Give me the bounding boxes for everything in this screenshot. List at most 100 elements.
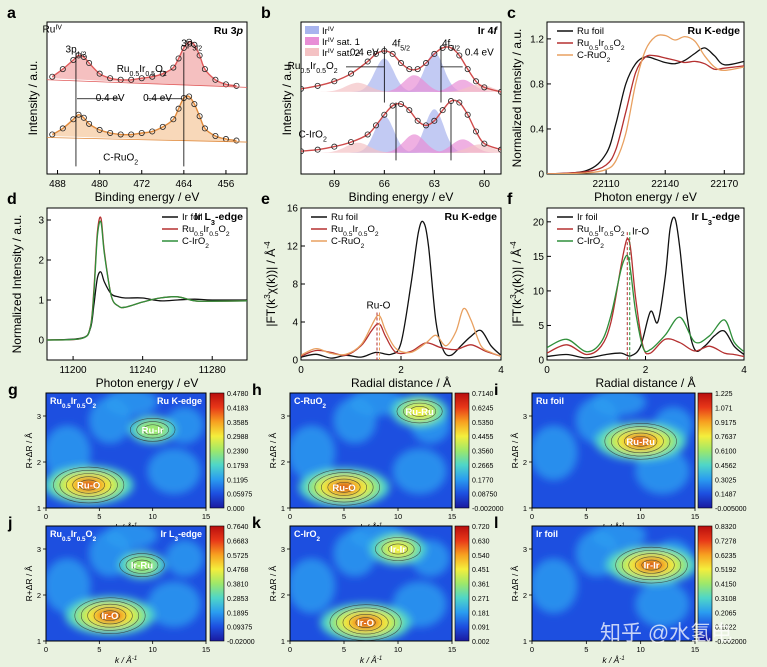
x-axis-label-f: Radial distance / Å <box>595 375 695 390</box>
colorbar-label-l-2: 0.6235 <box>715 553 737 560</box>
panel-label-e: e <box>261 191 270 208</box>
panel-title-b: Ir 4f <box>478 25 499 37</box>
contour-g-0-3 <box>65 473 112 497</box>
y-axis-label-d: Normalized Intensity / a.u. <box>10 215 24 354</box>
heatmap-area-l <box>532 526 695 641</box>
data-point-a-0-18 <box>196 52 203 59</box>
contour-h-1-3 <box>396 399 443 424</box>
y-tick-label-g-1: 2 <box>37 458 41 467</box>
data-point-b-0-15 <box>456 52 463 59</box>
data-point-b-0-17 <box>472 78 479 85</box>
plot-frame-h <box>289 392 453 509</box>
plot-content-d <box>47 216 247 341</box>
data-point-a-1-14 <box>175 105 182 112</box>
heatmap-blobs-h <box>290 393 450 507</box>
x-tick-label-e-2: 4 <box>498 365 504 376</box>
y-tick-label-l-1: 2 <box>523 591 527 600</box>
series-line-a-0 <box>51 40 237 87</box>
colorbar-k <box>454 525 470 642</box>
colorbar-label-j-3: 0.4768 <box>227 567 249 574</box>
x-tick-label-h-2: 10 <box>394 512 402 521</box>
annotation-a-6: C-RuO2 <box>103 152 138 166</box>
colorbar-label-h-6: 0.1770 <box>472 477 494 484</box>
panel-title-d: Ir L3-edge <box>195 211 244 227</box>
legend-label-f-1: Ru0.5Ir0.5O2 <box>577 224 625 238</box>
heatmap-level-g-1-1 <box>137 420 168 439</box>
x-axis-label-l: k / Å-1 <box>602 655 624 665</box>
component-b-1-2 <box>301 134 501 153</box>
heatmap-level-j-0-5 <box>104 612 116 619</box>
y-tick-label-e-4: 16 <box>287 204 299 215</box>
x-tick-label-b-2: 63 <box>429 179 441 190</box>
x-tick-label-g-3: 15 <box>202 512 210 521</box>
data-point-b-0-11 <box>422 60 429 67</box>
colorbar-label-l-8: -0.002000 <box>715 639 747 646</box>
component-b-0-2 <box>301 75 501 92</box>
series-line-c-1 <box>547 54 744 174</box>
annotation-f-0: Ir-O <box>632 226 649 237</box>
heatmap-area-j <box>46 526 206 641</box>
data-point-a-1-12 <box>159 123 166 130</box>
y-tick-label-j-0: 1 <box>37 637 41 646</box>
panel-label-h: h <box>252 382 262 399</box>
x-tick-label-c-1: 22140 <box>651 179 679 190</box>
x-tick-label-k-2: 10 <box>394 645 402 654</box>
colorbar-label-g-1: 0.4183 <box>227 405 249 412</box>
data-point-b-1-11 <box>422 122 429 129</box>
x-tick-label-f-0: 0 <box>544 365 550 376</box>
annotation-b-0: 0.4 eV <box>350 47 379 58</box>
heatmap-texture-l-2 <box>635 581 690 628</box>
colorbar-label-k-0: 0.720 <box>472 524 490 531</box>
y-tick-label-d-1: 1 <box>38 296 44 307</box>
y-tick-label-e-3: 12 <box>287 242 299 253</box>
contour-k-0-1 <box>355 617 376 628</box>
baseline-a-0 <box>47 79 247 88</box>
contour-l-0-4 <box>621 550 682 581</box>
colorbar-label-h-4: 0.3560 <box>472 449 494 456</box>
data-point-a-0-7 <box>107 75 114 82</box>
annotation-a-1: 3p1/2 <box>66 44 87 58</box>
x-axis-label-k: k / Å-1 <box>360 655 382 665</box>
contour-k-0-2 <box>349 614 383 632</box>
legend-label-e-0: Ru foil <box>331 212 358 223</box>
plot-content-c <box>547 34 744 174</box>
feature-label-i-0: Ru-Ru <box>626 437 655 448</box>
legend-label-e-2: C-RuO2 <box>331 236 365 250</box>
series-line-b-1 <box>301 99 501 152</box>
data-point-b-1-2 <box>331 143 338 150</box>
x-tick-label-b-0: 69 <box>329 179 341 190</box>
data-point-a-0-20 <box>212 76 219 83</box>
contour-g-0-1 <box>78 479 99 491</box>
y-axis-label-h: R+ΔR / Å <box>268 432 278 468</box>
heatmap-texture-i-0 <box>532 425 578 481</box>
contour-j-0-2 <box>93 607 127 625</box>
y-tick-label-g-0: 1 <box>37 504 41 513</box>
series-line-e-2 <box>301 307 501 357</box>
plot-frame-g <box>45 392 207 509</box>
data-point-a-0-15 <box>180 44 187 51</box>
colorbar-label-j-0: 0.7640 <box>227 524 249 531</box>
data-point-b-1-12 <box>431 117 438 124</box>
data-point-a-1-20 <box>212 132 219 139</box>
y-tick-label-f-1: 5 <box>538 321 544 332</box>
colorbar-label-k-4: 0.361 <box>472 582 490 589</box>
plot-frame-i <box>531 392 696 509</box>
x-tick-label-c-2: 22170 <box>710 179 738 190</box>
data-point-a-1-7 <box>107 129 114 136</box>
colorbar-label-h-0: 0.7140 <box>472 391 494 398</box>
colorbar-label-i-3: 0.7637 <box>715 434 737 441</box>
data-point-b-0-1 <box>314 82 321 89</box>
x-tick-label-h-1: 5 <box>342 512 346 521</box>
x-tick-label-a-0: 488 <box>49 179 66 190</box>
panel-label-j: j <box>7 515 12 532</box>
data-point-a-0-11 <box>149 73 156 80</box>
x-tick-label-e-1: 2 <box>398 365 404 376</box>
colorbar-label-g-7: 0.05975 <box>227 492 252 499</box>
x-tick-label-f-1: 2 <box>643 365 649 376</box>
contour-i-0-2 <box>624 432 658 450</box>
data-point-b-1-17 <box>472 128 479 135</box>
plot-frame-j <box>45 525 207 642</box>
heatmap-level-k-0-5 <box>360 619 371 626</box>
colorbar-label-l-1: 0.7278 <box>715 538 737 545</box>
